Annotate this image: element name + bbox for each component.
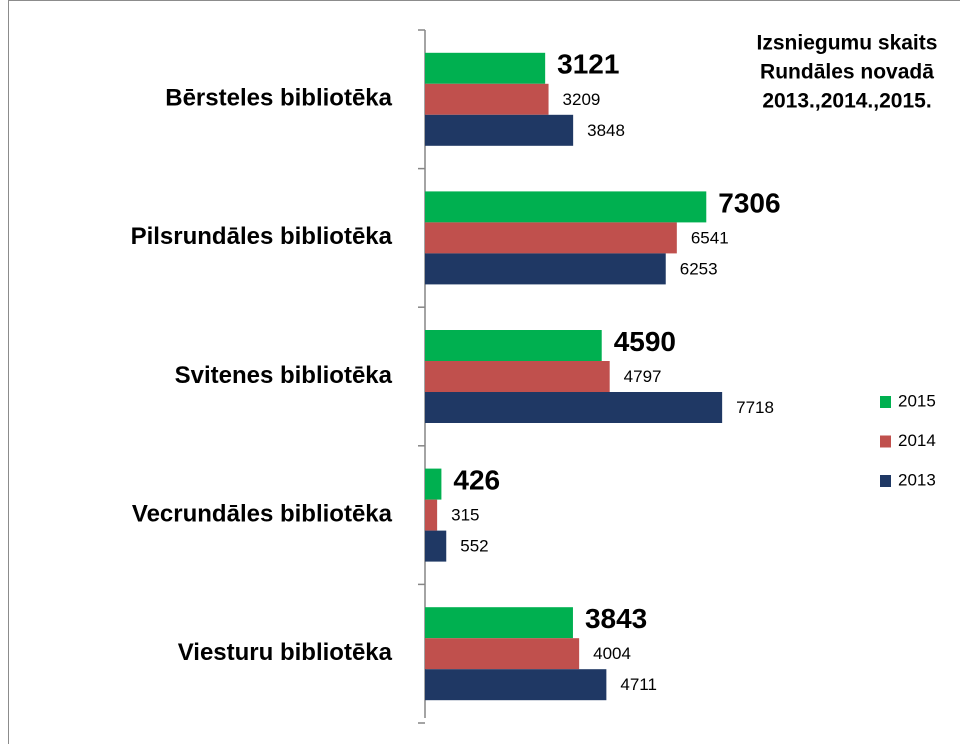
bar [425,361,610,392]
chart-title: Izsniegumu skaits [757,32,938,55]
value-label: 6253 [680,259,718,278]
value-label: 3843 [585,603,647,634]
chart-title: 2013.,2014.,2015. [762,90,931,113]
value-label: 3121 [557,49,619,80]
value-label: 7306 [718,187,780,218]
category-label: Svitenes bibliotēka [175,362,393,389]
value-label: 4590 [614,326,676,357]
bar [425,330,602,361]
category-label: Pilsrundāles bibliotēka [131,223,393,250]
legend-swatch [880,396,891,408]
value-label: 3848 [587,121,625,140]
legend-label: 2014 [898,431,936,450]
bar [425,191,707,223]
bar [425,392,723,423]
value-label: 3209 [563,90,601,109]
bar [425,607,573,639]
category-label: Vecrundāles bibliotēka [132,500,393,527]
bar [425,468,442,500]
bar [425,114,574,146]
value-label: 7718 [736,398,774,417]
legend-swatch [880,475,891,487]
value-label: 4711 [620,675,657,694]
bar [425,638,580,670]
value-label: 4797 [624,367,662,386]
value-label: 315 [451,506,479,525]
bar [425,530,447,562]
value-label: 426 [453,464,500,495]
legend-label: 2013 [898,470,936,489]
category-label: Bērsteles bibliotēka [165,85,392,112]
bar [425,83,549,115]
value-label: 4004 [593,644,631,663]
chart-title: Rundāles novadā [760,61,934,84]
legend-swatch [880,435,891,448]
bar [425,222,677,254]
bar [425,52,546,84]
value-label: 6541 [691,228,729,247]
bar [425,499,438,531]
legend-label: 2015 [898,391,936,410]
value-label: 552 [460,537,488,556]
category-label: Viesturu bibliotēka [178,639,393,666]
bar [425,253,666,285]
bar [425,669,607,701]
